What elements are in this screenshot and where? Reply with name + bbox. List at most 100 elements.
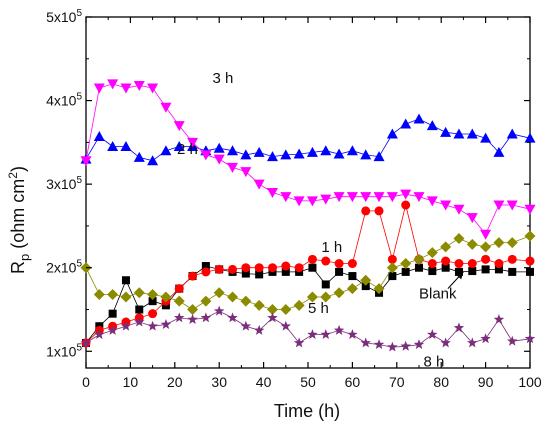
y-tick-exponent: 5 <box>76 342 82 353</box>
y-tick-label: 4x105 <box>46 92 82 109</box>
data-point-5h <box>213 287 225 299</box>
data-point-5h <box>227 291 239 303</box>
data-point-2h <box>493 146 505 157</box>
data-point-3h <box>480 229 492 240</box>
data-point-5h <box>480 241 492 253</box>
data-point-8h <box>440 337 451 348</box>
data-point-2h <box>360 149 372 160</box>
annotation-label: Blank <box>419 286 457 303</box>
data-point-2h <box>266 151 278 162</box>
y-tick-exponent: 5 <box>76 259 82 270</box>
data-point-5h <box>413 253 425 265</box>
data-point-8h <box>94 329 105 340</box>
data-point-1h <box>307 254 317 264</box>
data-point-2h <box>453 128 465 139</box>
data-point-blank <box>135 305 144 314</box>
data-point-5h <box>360 274 372 286</box>
data-point-5h <box>346 283 358 295</box>
x-tick-label: 80 <box>433 374 449 390</box>
data-point-5h <box>400 258 412 270</box>
data-point-3h <box>213 154 225 165</box>
data-point-1h <box>347 259 357 269</box>
data-point-5h <box>147 288 159 300</box>
data-point-1h <box>467 259 477 269</box>
annotation-arrow-head <box>456 271 464 280</box>
data-point-blank <box>526 267 534 276</box>
x-tick-label: 100 <box>518 374 542 390</box>
y-axis-label-unit: (ohm cm <box>8 179 28 254</box>
data-point-3h <box>413 192 425 203</box>
data-point-5h <box>240 295 252 307</box>
data-point-5h <box>187 304 199 315</box>
data-point-3h <box>240 167 252 178</box>
data-point-5h <box>306 291 318 303</box>
data-point-5h <box>280 304 292 315</box>
data-point-5h <box>160 291 172 303</box>
data-point-8h <box>160 319 172 329</box>
data-point-5h <box>524 230 536 242</box>
series-line-2h <box>85 118 531 162</box>
data-point-blank <box>281 267 290 276</box>
data-point-2h <box>120 141 132 152</box>
data-point-blank <box>454 267 463 276</box>
data-point-blank <box>508 267 517 276</box>
data-point-1h <box>267 263 277 273</box>
data-point-blank <box>361 282 370 291</box>
data-point-1h <box>228 264 238 274</box>
data-point-8h <box>307 329 318 340</box>
data-point-8h <box>387 341 398 352</box>
data-point-3h <box>160 102 172 113</box>
data-point-blank <box>441 263 450 272</box>
y-tick-label: 5x105 <box>46 8 82 25</box>
data-point-2h <box>160 145 172 156</box>
data-point-2h <box>227 145 239 156</box>
annotation-label: 3 h <box>213 70 234 87</box>
data-point-2h <box>133 151 145 162</box>
data-point-8h <box>147 320 158 331</box>
y-tick-label: 2x105 <box>46 259 82 276</box>
y-tick-exponent: 5 <box>76 8 82 19</box>
data-point-5h <box>426 247 438 259</box>
data-point-5h <box>253 299 265 311</box>
annotation-layer: 3 h 2 h 1 h Blank 5 h 8 h <box>177 70 464 371</box>
data-point-2h <box>173 141 185 152</box>
x-tick-label: 90 <box>478 374 494 390</box>
data-point-8h <box>293 337 305 348</box>
data-point-3h <box>93 83 105 94</box>
data-point-3h <box>266 188 278 198</box>
data-point-8h <box>280 320 292 331</box>
data-point-blank <box>241 269 250 278</box>
data-point-2h <box>346 145 358 156</box>
y-tick-label: 3x105 <box>46 175 82 192</box>
data-point-5h <box>266 304 278 315</box>
data-point-2h <box>293 148 305 159</box>
data-point-5h <box>293 299 305 311</box>
data-point-1h <box>507 254 517 264</box>
data-point-3h <box>346 192 358 203</box>
data-point-blank <box>388 272 397 281</box>
data-point-3h <box>253 179 265 190</box>
annotation-label: 1 h <box>321 239 342 256</box>
series-line-blank <box>85 265 530 344</box>
data-point-blank <box>255 270 264 279</box>
data-point-5h <box>333 287 345 299</box>
data-point-8h <box>80 337 92 348</box>
data-point-8h <box>333 324 345 335</box>
data-point-1h <box>321 256 331 266</box>
series-line-8h <box>85 310 531 348</box>
data-point-5h <box>320 291 332 303</box>
data-point-2h <box>320 145 332 156</box>
y-axis-label-close: ) <box>8 166 28 172</box>
data-point-3h <box>373 192 385 203</box>
data-point-3h <box>506 200 518 211</box>
data-point-8h <box>373 339 385 350</box>
data-point-2h <box>400 118 412 129</box>
data-point-3h <box>320 194 332 205</box>
series-1h <box>81 200 535 348</box>
data-point-8h <box>227 312 238 323</box>
data-point-1h <box>174 284 184 294</box>
data-point-8h <box>400 340 411 351</box>
data-point-8h <box>240 320 252 331</box>
data-point-blank <box>494 265 503 274</box>
